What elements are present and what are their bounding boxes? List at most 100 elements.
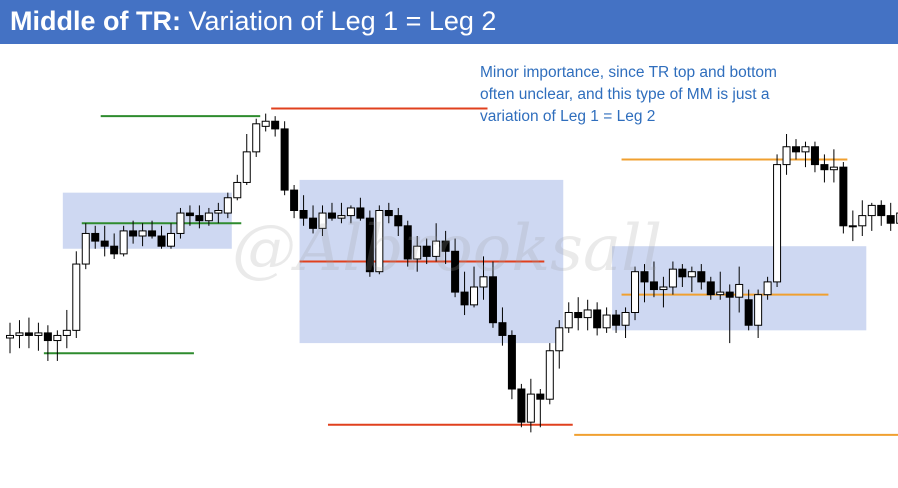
bull-candle-body: [138, 230, 147, 237]
candle: [583, 299, 592, 331]
candle: [62, 309, 71, 349]
candle: [488, 261, 497, 328]
candle: [15, 320, 24, 349]
candle: [801, 141, 810, 168]
candle: [299, 195, 308, 226]
candle: [327, 202, 336, 221]
bear-candle-body: [640, 271, 649, 283]
candle: [829, 149, 838, 183]
candle: [422, 238, 431, 265]
candle: [763, 276, 772, 300]
bull-candle-body: [413, 245, 422, 260]
bear-candle-body: [185, 212, 194, 217]
bull-candle-body: [261, 120, 270, 127]
candle: [394, 207, 403, 236]
bear-candle-body: [110, 245, 119, 255]
candle: [242, 134, 251, 185]
candle: [432, 223, 441, 262]
bear-candle-body: [290, 189, 299, 212]
bull-candle-body: [223, 197, 232, 214]
candle: [384, 202, 393, 224]
candle: [668, 261, 677, 295]
bull-candle-body: [621, 312, 630, 326]
candlesticks: [6, 113, 898, 433]
bear-candle-body: [593, 309, 602, 329]
bull-candle-body: [166, 232, 175, 247]
bull-candle-body: [735, 283, 744, 298]
candle: [526, 378, 535, 433]
candle: [602, 307, 611, 333]
bear-candle-body: [148, 230, 157, 237]
candle: [773, 154, 782, 287]
candle: [451, 238, 460, 298]
candle: [536, 389, 545, 428]
candle: [867, 202, 876, 231]
candle: [621, 307, 630, 338]
bear-candle-body: [460, 291, 469, 306]
bear-candle-body: [129, 230, 138, 237]
candle: [555, 320, 564, 369]
bear-candle-body: [574, 312, 583, 319]
title-bold-part: Middle of TR:: [10, 6, 181, 36]
candle: [896, 212, 898, 224]
bull-candle-body: [53, 334, 62, 342]
bull-candle-body: [72, 263, 81, 331]
candle: [157, 225, 166, 249]
bear-candle-body: [309, 217, 318, 229]
candle: [706, 276, 715, 300]
bear-candle-body: [157, 235, 166, 247]
bull-candle-body: [176, 212, 185, 234]
bull-candle-body: [829, 166, 838, 171]
bear-candle-body: [365, 217, 374, 273]
candle: [214, 202, 223, 224]
candle: [176, 207, 185, 239]
candle: [792, 139, 801, 160]
bull-candle-body: [602, 314, 611, 329]
candle: [375, 205, 384, 275]
bull-candle-body: [848, 225, 857, 228]
bear-candle-body: [536, 393, 545, 400]
candle: [318, 205, 327, 236]
bull-candle-body: [545, 350, 554, 400]
candle: [725, 284, 734, 344]
candle: [290, 185, 299, 219]
bull-candle-body: [81, 232, 90, 265]
note-line: Minor importance, since TR top and botto…: [480, 64, 777, 81]
bear-candle-body: [697, 271, 706, 283]
bull-candle-body: [204, 212, 213, 222]
bear-candle-body: [706, 281, 715, 296]
candle: [687, 266, 696, 293]
bull-candle-body: [470, 286, 479, 306]
candle: [782, 134, 791, 175]
bull-candle-body: [6, 334, 14, 339]
slide-title: Middle of TR: Variation of Leg 1 = Leg 2: [10, 5, 496, 37]
candle: [735, 266, 744, 313]
bear-candle-body: [280, 128, 289, 191]
bull-candle-body: [583, 309, 592, 319]
candle: [252, 118, 261, 157]
candle: [820, 154, 829, 183]
bear-candle-body: [441, 240, 450, 252]
bear-candle-body: [43, 332, 52, 342]
candle: [649, 261, 658, 298]
candle: [81, 223, 90, 270]
candle: [204, 207, 213, 226]
bear-candle-body: [820, 164, 829, 171]
bull-candle-body: [432, 240, 441, 257]
candle: [877, 200, 886, 226]
candle: [498, 307, 507, 346]
candle: [403, 220, 412, 267]
candle: [479, 256, 488, 300]
candle: [886, 202, 895, 231]
bear-candle-body: [744, 299, 753, 326]
annotation-note: Minor importance, since TR top and botto…: [480, 62, 880, 128]
bull-candle-body: [564, 312, 573, 329]
candle: [659, 276, 668, 308]
candle: [356, 197, 365, 221]
measured-move-lines: [43, 107, 898, 436]
bull-candle-body: [773, 164, 782, 283]
title-bar: Middle of TR: Variation of Leg 1 = Leg 2: [0, 0, 898, 44]
note-line: variation of Leg 1 = Leg 2: [480, 108, 656, 125]
candle: [365, 210, 374, 277]
bull-candle-body: [252, 123, 261, 153]
